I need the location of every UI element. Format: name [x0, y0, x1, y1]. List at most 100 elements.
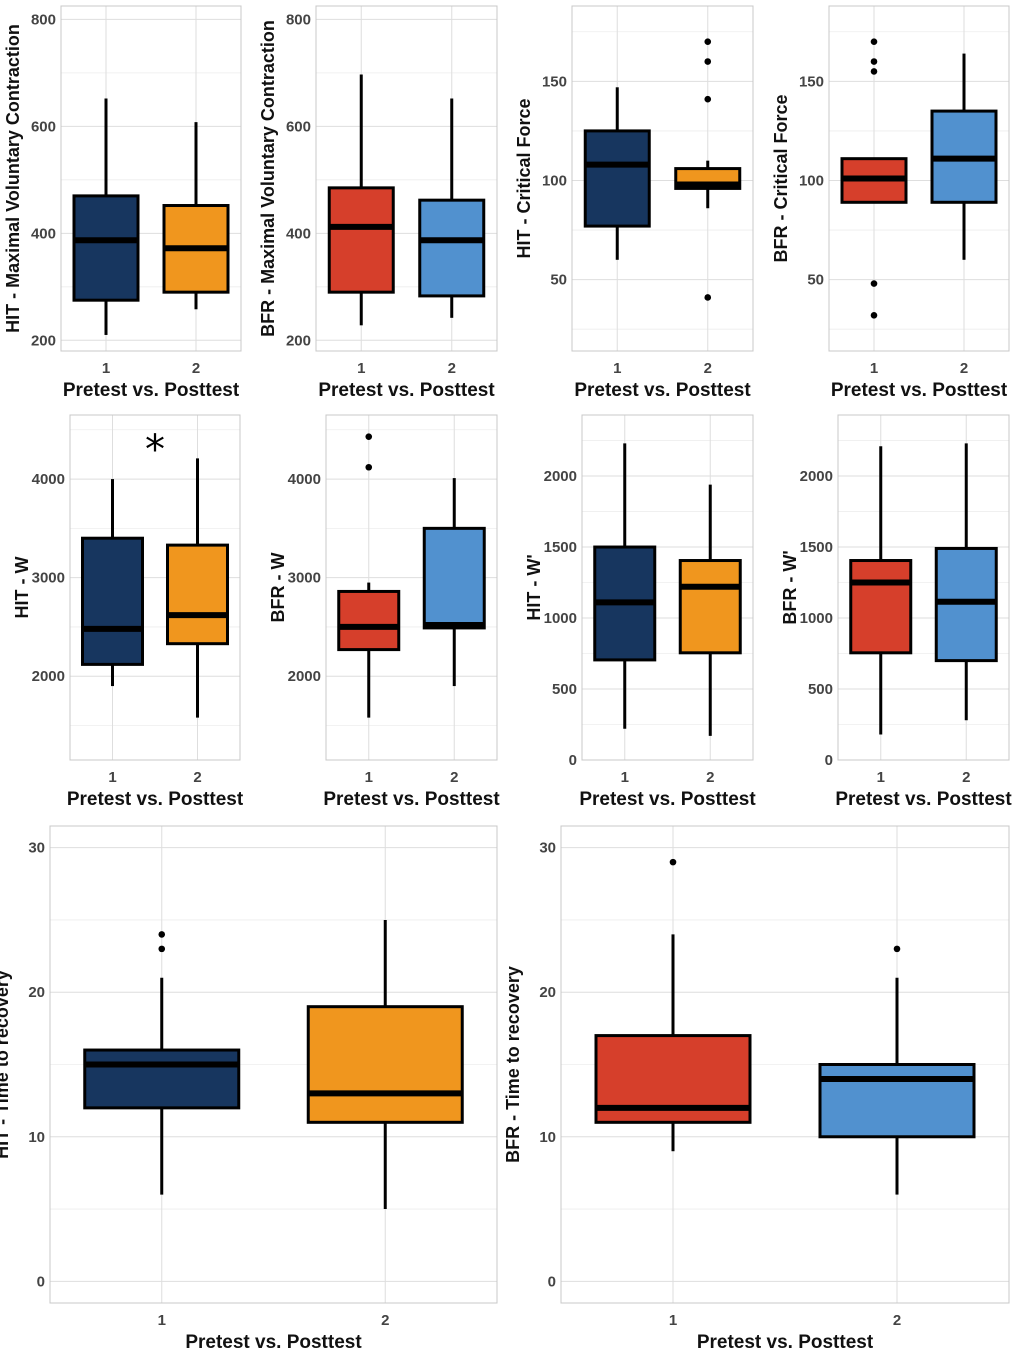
iqr-box	[418, 198, 486, 298]
box-2	[678, 484, 742, 736]
box-2	[818, 945, 976, 1195]
x-axis-title: Pretest vs. Posttest	[323, 789, 500, 810]
iqr-box	[166, 543, 229, 646]
iqr-box	[678, 559, 742, 655]
x-tick-label: 2	[193, 769, 201, 786]
iqr-box	[327, 186, 395, 294]
iqr-box	[72, 194, 140, 302]
y-tick-label: 400	[286, 225, 311, 242]
x-tick-label: 1	[158, 1312, 166, 1329]
y-tick-label: 50	[550, 272, 567, 289]
iqr-box	[583, 129, 651, 228]
x-tick-label: 2	[704, 360, 712, 377]
panel-9: 0 10 20 30 1 2 Pretest vs. Posttest HIT - Time …	[0, 825, 498, 1350]
y-axis-title: HIT - W'	[524, 554, 544, 620]
y-tick-label: 20	[28, 984, 45, 1001]
y-axis-title: BFR - W	[268, 553, 288, 623]
y-tick-label: 0	[37, 1273, 45, 1290]
y-tick-label: 3000	[32, 570, 65, 587]
box-2	[674, 38, 742, 301]
box-1	[327, 74, 395, 326]
box-1	[83, 931, 241, 1195]
outlier-point	[704, 58, 712, 65]
x-tick-label: 1	[357, 360, 365, 377]
y-tick-label: 10	[28, 1129, 45, 1146]
box-1	[337, 433, 401, 718]
x-axis-title: Pretest vs. Posttest	[185, 1332, 362, 1350]
y-tick-label: 1500	[800, 539, 833, 556]
box-1	[81, 479, 144, 687]
y-tick-label: 1000	[544, 610, 577, 627]
panel-3: 50 100 150 1 2 Pretest vs. Posttest HIT - Crit…	[514, 5, 754, 401]
y-tick-label: 200	[286, 332, 311, 349]
panel-border	[315, 5, 498, 352]
box-1	[593, 443, 657, 729]
panel-border	[560, 825, 1010, 1304]
x-tick-label: 1	[621, 769, 629, 786]
y-tick-label: 2000	[288, 668, 321, 685]
outlier-point	[365, 433, 373, 440]
box-1	[849, 446, 913, 735]
box-2	[930, 53, 998, 260]
iqr-box	[306, 1005, 464, 1124]
y-tick-label: 150	[542, 73, 567, 90]
x-tick-label: 1	[365, 769, 373, 786]
y-tick-label: 2000	[544, 468, 577, 485]
panel-6: 2000 3000 4000 1 2 Pretest vs. Posttest BFR - …	[268, 414, 500, 810]
outlier-point	[704, 95, 712, 103]
y-tick-label: 600	[286, 118, 311, 135]
x-tick-label: 2	[381, 1312, 389, 1329]
panel-border	[60, 5, 242, 352]
x-tick-label: 2	[962, 769, 970, 786]
y-tick-label: 500	[808, 681, 833, 698]
panel-border	[837, 414, 1010, 761]
significance-asterisk: *	[145, 427, 165, 473]
x-tick-label: 1	[870, 360, 878, 377]
y-tick-label: 2000	[32, 668, 65, 685]
outlier-point	[158, 931, 166, 938]
y-tick-label: 800	[286, 11, 311, 28]
panel-border	[571, 5, 754, 352]
panel-border	[581, 414, 754, 761]
x-axis-title: Pretest vs. Posttest	[67, 789, 244, 810]
y-tick-label: 100	[799, 172, 824, 189]
x-tick-label: 2	[192, 360, 200, 377]
panel-2: 200 400 600 800 1 2 Pretest vs. Posttest BFR - …	[258, 5, 498, 401]
x-axis-title: Pretest vs. Posttest	[579, 789, 756, 810]
y-tick-label: 4000	[288, 471, 321, 488]
x-tick-label: 2	[893, 1312, 901, 1329]
x-tick-label: 1	[669, 1312, 677, 1329]
x-tick-label: 2	[448, 360, 456, 377]
panel-8: 0 500 1000 1500 2000 1 2 Pretest vs. Posttest BF…	[780, 414, 1012, 810]
panel-5: 2000 3000 4000 1 2 Pretest vs. Posttest HIT - …	[12, 414, 244, 810]
y-tick-label: 0	[825, 752, 833, 769]
y-axis-title: HIT - W	[12, 557, 32, 619]
panel-4: 50 100 150 1 2 Pretest vs. Posttest BFR - Crit…	[771, 5, 1010, 401]
y-tick-label: 2000	[800, 468, 833, 485]
y-axis-title: BFR - Critical Force	[771, 94, 791, 262]
y-tick-label: 3000	[288, 570, 321, 587]
panel-1: 200 400 600 800 1 2 Pretest vs. Posttest HIT - …	[3, 5, 242, 401]
y-axis-title: BFR - Time to recovery	[503, 966, 523, 1163]
y-axis-title: HIT - Critical Force	[514, 98, 534, 258]
panel-border	[325, 414, 498, 761]
panel-10: 0 10 20 30 1 2 Pretest vs. Posttest BFR - Time …	[503, 825, 1010, 1350]
y-tick-label: 600	[31, 118, 56, 135]
box-2	[162, 122, 230, 310]
y-tick-label: 400	[31, 225, 56, 242]
x-axis-title: Pretest vs. Posttest	[574, 380, 751, 401]
x-tick-label: 2	[450, 769, 458, 786]
y-tick-label: 150	[799, 73, 824, 90]
box-1	[840, 38, 908, 319]
iqr-box	[83, 1048, 241, 1110]
y-axis-title: HIT - Maximal Voluntary Contraction	[3, 24, 23, 333]
x-axis-title: Pretest vs. Posttest	[835, 789, 1012, 810]
box-2	[422, 478, 486, 687]
panel-border	[828, 5, 1010, 352]
y-axis-title: BFR - Maximal Voluntary Contraction	[258, 20, 278, 337]
outlier-point	[704, 38, 712, 45]
y-tick-label: 800	[31, 11, 56, 28]
x-tick-label: 1	[108, 769, 116, 786]
panel-border	[49, 825, 498, 1304]
